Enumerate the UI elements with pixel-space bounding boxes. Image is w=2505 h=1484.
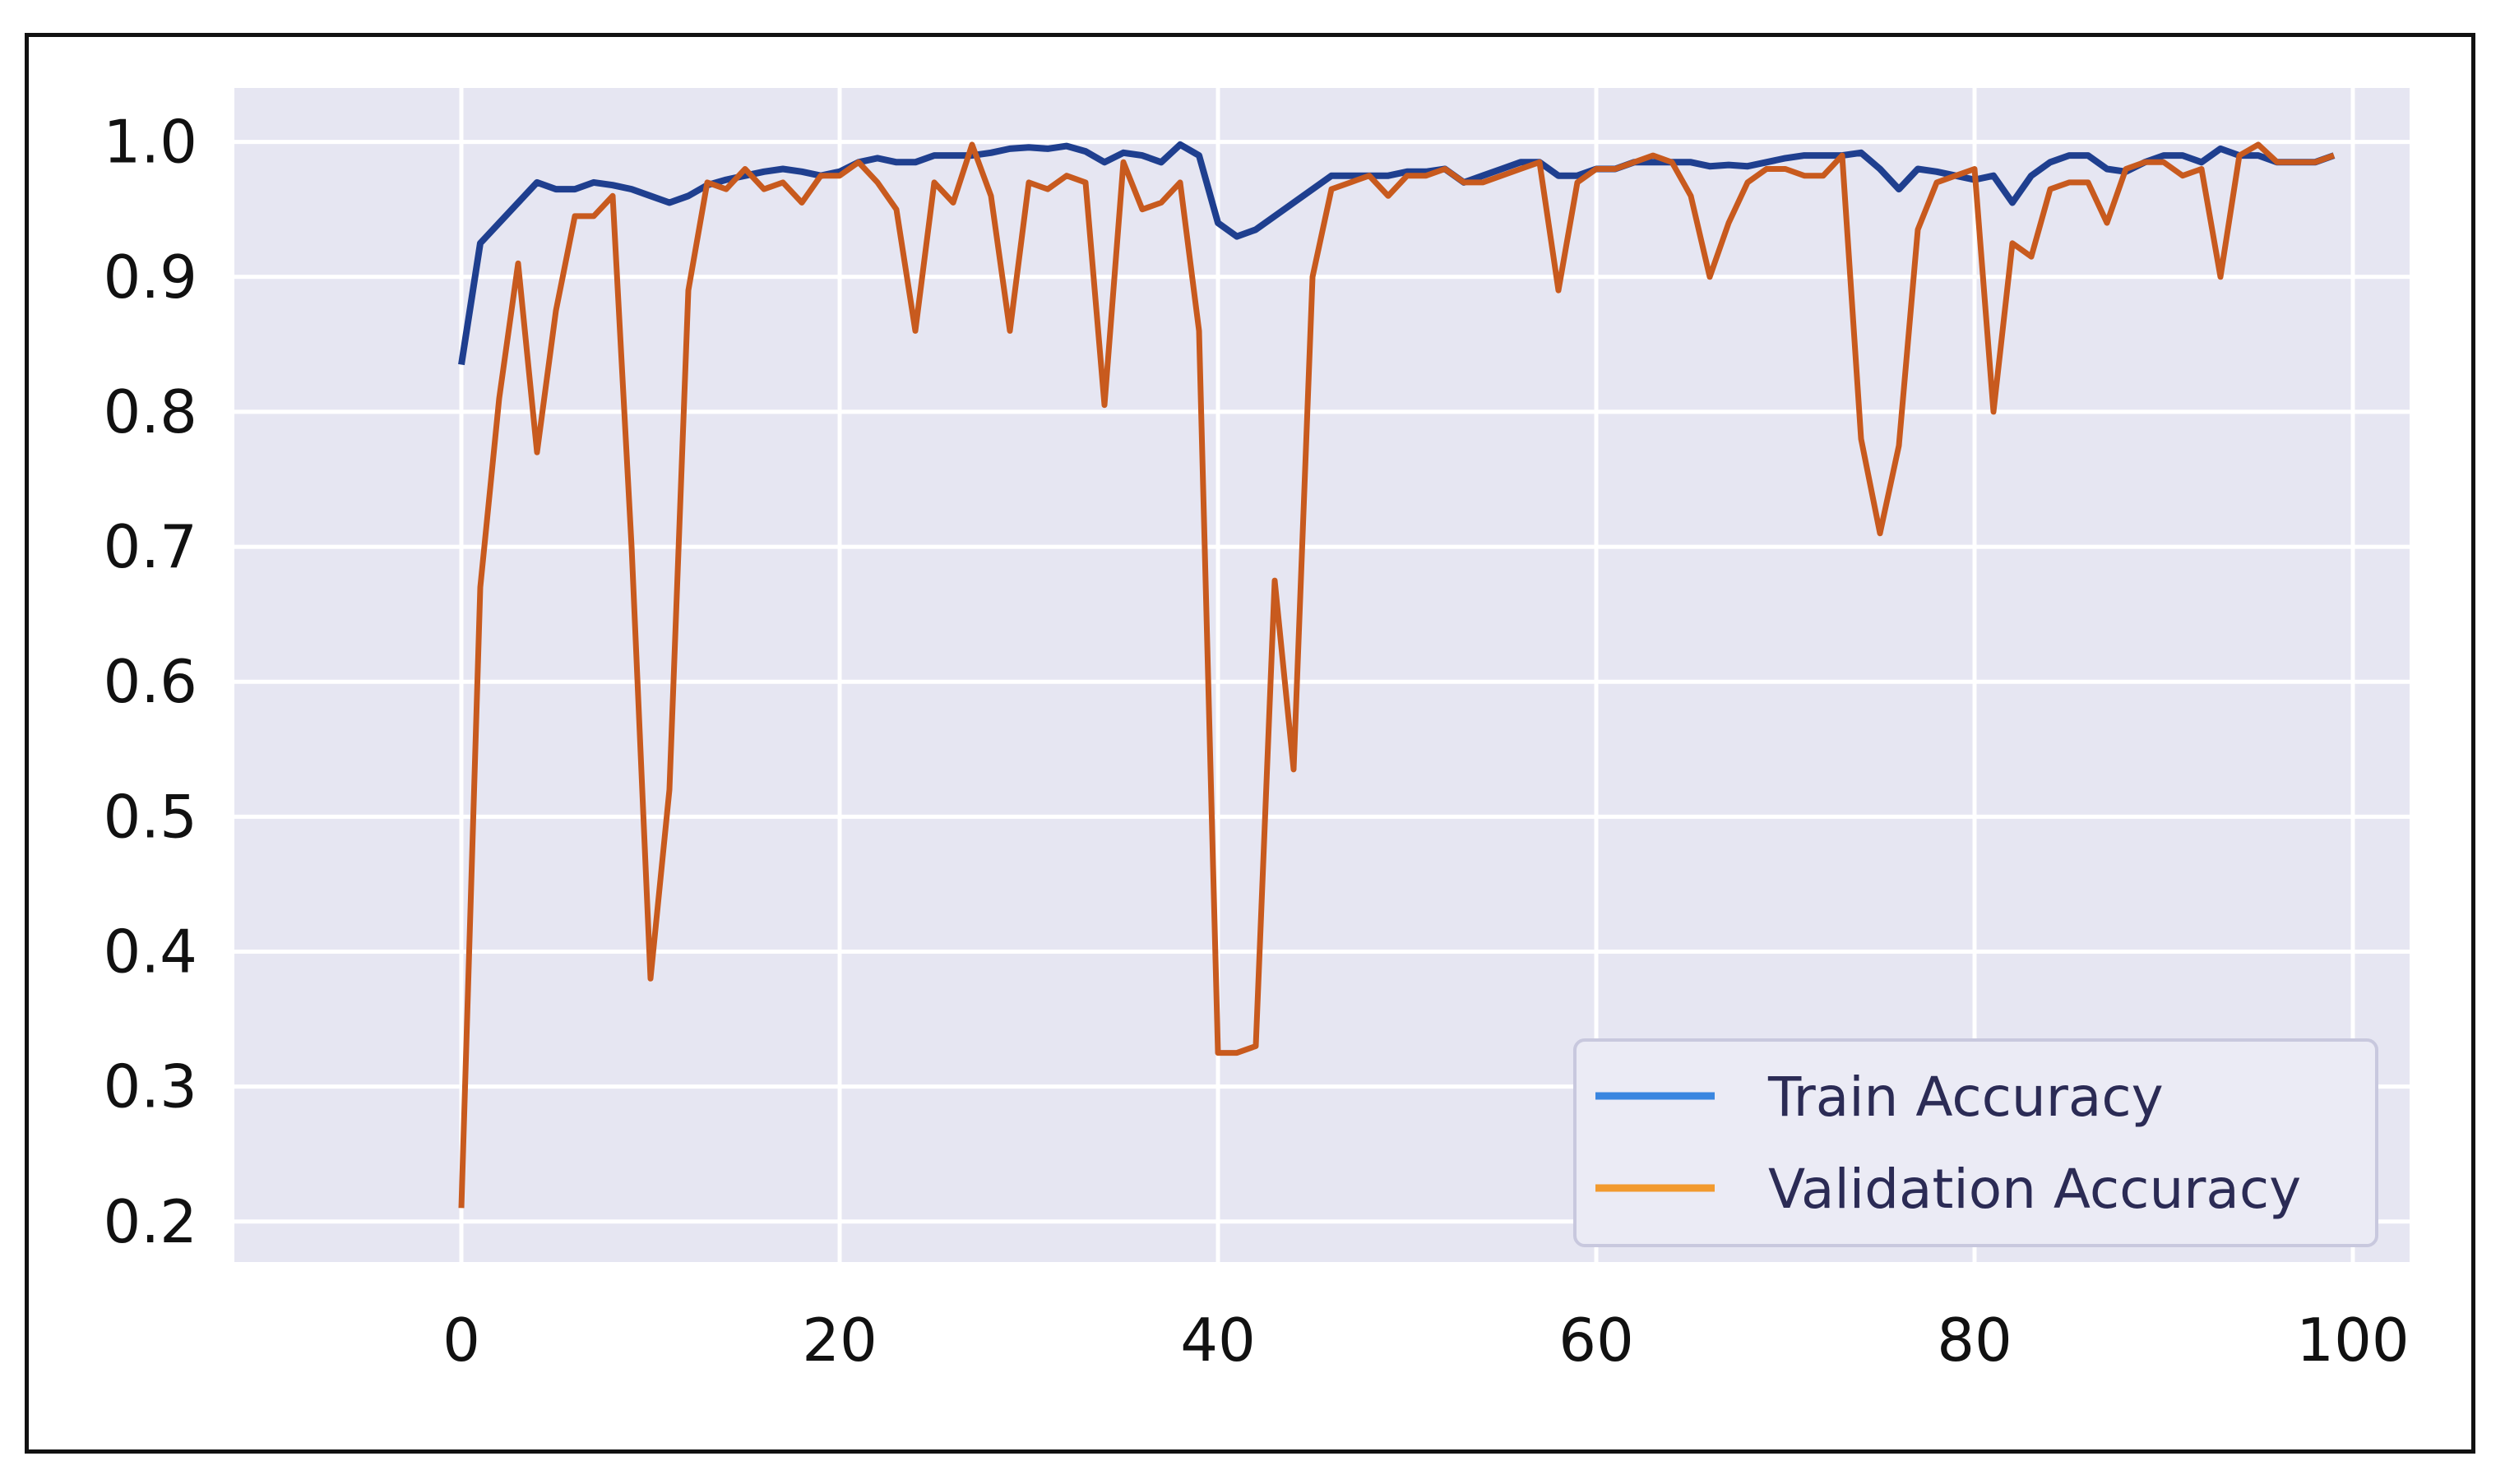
y-tick-label: 0.7: [103, 512, 197, 581]
x-tick-label: 60: [1558, 1306, 1634, 1375]
y-tick-label: 0.6: [103, 647, 197, 716]
legend-label: Validation Accuracy: [1768, 1158, 2301, 1221]
series-line-validation-accuracy: [458, 141, 2336, 1209]
x-tick-label: 80: [1937, 1306, 2012, 1375]
y-tick-label: 0.8: [103, 377, 197, 446]
x-tick-label: 0: [442, 1306, 480, 1375]
legend-label: Train Accuracy: [1767, 1066, 2164, 1129]
series-lines: [458, 141, 2336, 1209]
chart-frame: 0.2 0.3 0.4 0.5 0.6 0.7 0.8 0.9 1.0 0 20 40 60 80 100…: [25, 33, 2475, 1454]
legend: Train Accuracy Validation Accuracy: [1573, 1038, 2378, 1247]
y-tick-label: 0.9: [103, 243, 197, 312]
x-axis-ticks: 0 20 40 60 80 100: [442, 1306, 2410, 1375]
grid: [234, 88, 2410, 1262]
y-tick-label: 1.0: [103, 108, 197, 177]
x-tick-label: 20: [802, 1306, 877, 1375]
accuracy-line-chart: 0.2 0.3 0.4 0.5 0.6 0.7 0.8 0.9 1.0 0 20 40 60 80 100…: [103, 88, 2410, 1375]
y-tick-label: 0.3: [103, 1052, 197, 1121]
series-line-train-accuracy: [458, 141, 2336, 366]
x-tick-label: 40: [1180, 1306, 1256, 1375]
legend-box: [1573, 1038, 2378, 1247]
y-axis-ticks: 0.2 0.3 0.4 0.5 0.6 0.7 0.8 0.9 1.0: [103, 108, 197, 1256]
y-tick-label: 0.5: [103, 782, 197, 851]
x-tick-label: 100: [2296, 1306, 2409, 1375]
y-tick-label: 0.4: [103, 917, 197, 986]
y-tick-label: 0.2: [103, 1187, 197, 1256]
